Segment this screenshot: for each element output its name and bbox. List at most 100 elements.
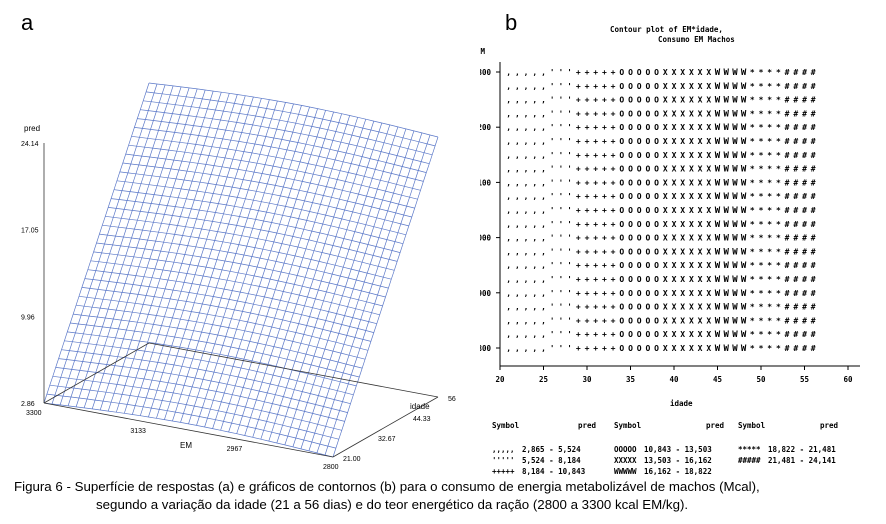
contour-symbol: W	[723, 261, 729, 271]
contour-symbol: #	[793, 82, 798, 91]
contour-symbol: *	[776, 96, 781, 105]
contour-symbol: *	[759, 261, 764, 270]
z-tick-label: 9.96	[21, 314, 35, 321]
contour-symbol: W	[741, 96, 747, 106]
contour-symbol: '	[567, 261, 572, 270]
idade-tick-label: 21.00	[343, 456, 361, 463]
contour-symbol: '	[550, 151, 555, 160]
contour-symbol: X	[663, 151, 668, 160]
contour-symbol: X	[706, 192, 711, 201]
contour-symbol: O	[637, 123, 642, 132]
contour-symbol: X	[698, 206, 703, 215]
contour-symbol: X	[663, 165, 668, 174]
caption-line-2: segundo a variação da idade (21 a 56 dia…	[96, 497, 689, 512]
contour-symbol: W	[732, 275, 738, 285]
contour-symbol: #	[811, 344, 816, 353]
contour-symbol: *	[750, 247, 755, 256]
contour-symbol: W	[732, 82, 738, 92]
contour-symbol: ,	[515, 247, 520, 256]
contour-symbol: X	[698, 178, 703, 187]
caption-line-1: Figura 6 - Superfície de respostas (a) e…	[14, 479, 760, 494]
contour-symbol: '	[558, 165, 563, 174]
surface-mesh-line	[134, 127, 424, 182]
contour-symbol: '	[567, 303, 572, 312]
contour-symbol: #	[785, 109, 790, 118]
contour-y-tick-label: 3200	[480, 123, 491, 132]
contour-symbol: +	[611, 192, 616, 201]
contour-symbol: W	[732, 206, 738, 216]
contour-symbol: ,	[532, 316, 537, 325]
contour-symbol: +	[585, 206, 590, 215]
contour-symbol: X	[698, 289, 703, 298]
contour-symbol: ,	[506, 247, 511, 256]
contour-symbol: O	[637, 96, 642, 105]
z-tick-label: 17.05	[21, 228, 39, 235]
contour-symbol: +	[602, 234, 607, 243]
contour-symbol: X	[689, 123, 694, 132]
contour-symbol: +	[593, 82, 598, 91]
contour-symbol: '	[567, 82, 572, 91]
legend-header-pred-3: pred	[820, 421, 838, 430]
contour-symbol: ,	[515, 206, 520, 215]
contour-symbol: X	[672, 234, 677, 243]
contour-symbol: X	[689, 316, 694, 325]
legend-range: 5,524 - 8,184	[522, 456, 581, 465]
contour-symbol: #	[811, 275, 816, 284]
contour-symbol: +	[593, 344, 598, 353]
contour-symbol: O	[645, 303, 650, 312]
contour-symbol: ,	[515, 96, 520, 105]
contour-symbol: *	[767, 330, 772, 339]
contour-symbol: #	[785, 96, 790, 105]
contour-symbol: O	[645, 68, 650, 77]
contour-symbol: X	[689, 151, 694, 160]
contour-symbol: +	[576, 330, 581, 339]
contour-symbol: ,	[524, 247, 529, 256]
contour-symbol: O	[645, 344, 650, 353]
contour-x-tick-label: 50	[756, 375, 766, 384]
contour-symbol: '	[558, 303, 563, 312]
contour-symbol: '	[558, 316, 563, 325]
contour-symbol: X	[672, 178, 677, 187]
contour-symbol: +	[576, 178, 581, 187]
contour-symbol: #	[785, 151, 790, 160]
contour-symbol: *	[759, 303, 764, 312]
contour-symbol: '	[567, 137, 572, 146]
surface-plot: pred EM idade 2.86 9.96 17.05 24.14 3300 3133…	[21, 82, 456, 470]
contour-symbol: O	[619, 96, 624, 105]
contour-symbol: X	[680, 275, 685, 284]
contour-symbol: W	[741, 247, 747, 257]
contour-symbol: ,	[506, 206, 511, 215]
contour-symbol: O	[628, 192, 633, 201]
contour-symbol: *	[750, 289, 755, 298]
contour-symbol: #	[785, 261, 790, 270]
contour-symbol: '	[558, 178, 563, 187]
contour-symbol: X	[706, 303, 711, 312]
contour-symbol: W	[715, 247, 721, 257]
contour-symbol: *	[750, 151, 755, 160]
contour-symbol: ,	[524, 275, 529, 284]
contour-symbol: O	[637, 109, 642, 118]
contour-symbol: X	[698, 123, 703, 132]
contour-symbol: X	[706, 220, 711, 229]
contour-symbol: +	[593, 151, 598, 160]
contour-symbol: ,	[532, 123, 537, 132]
contour-symbol: *	[776, 275, 781, 284]
contour-symbol: ,	[524, 192, 529, 201]
contour-symbol: O	[654, 109, 659, 118]
contour-symbol: X	[706, 178, 711, 187]
contour-symbol: +	[576, 344, 581, 353]
contour-y-label: EM	[480, 47, 486, 56]
contour-symbol: ,	[515, 68, 520, 77]
contour-symbol: ,	[524, 82, 529, 91]
contour-symbol: O	[619, 330, 624, 339]
contour-symbol: O	[619, 68, 624, 77]
contour-symbol: O	[628, 137, 633, 146]
contour-symbol: W	[723, 220, 729, 230]
contour-symbol: X	[689, 261, 694, 270]
contour-symbol: #	[793, 123, 798, 132]
contour-symbol: ,	[506, 137, 511, 146]
contour-symbol: ,	[524, 289, 529, 298]
contour-symbol: *	[767, 96, 772, 105]
contour-symbol: #	[802, 96, 807, 105]
contour-symbol: ,	[515, 234, 520, 243]
